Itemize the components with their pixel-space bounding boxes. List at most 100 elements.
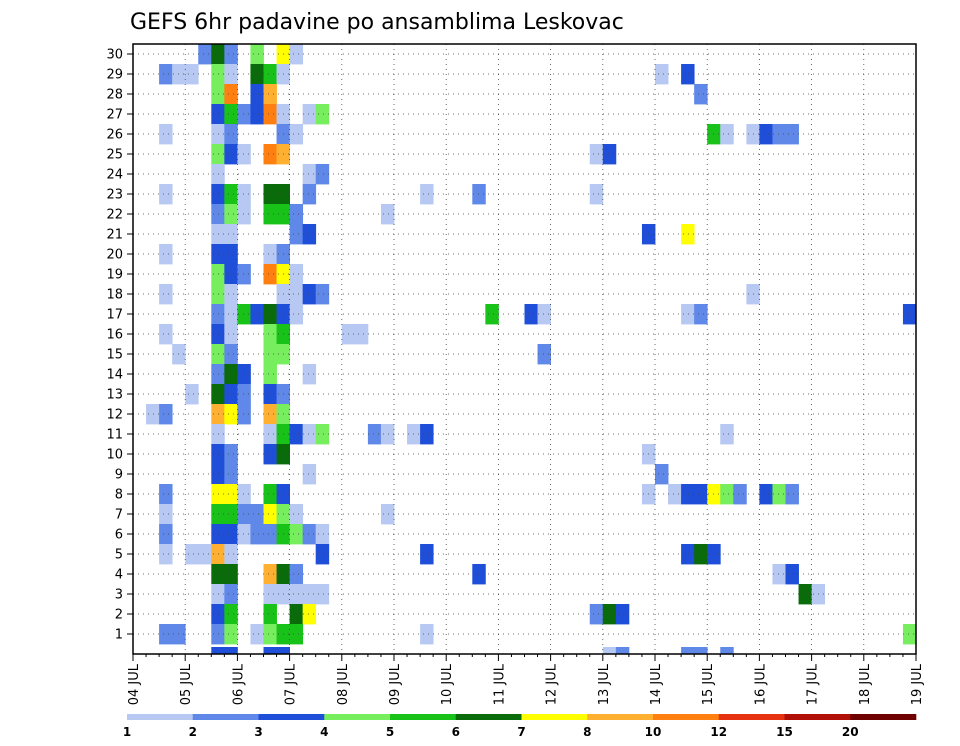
heatmap-cell: [237, 524, 251, 545]
heatmap-cell: [589, 184, 604, 205]
heatmap-cell: [263, 384, 277, 405]
heatmap-cell: [224, 64, 238, 85]
colorbar-label: 12: [710, 725, 727, 739]
heatmap-cell: [224, 84, 238, 105]
colorbar-label: 1: [123, 725, 131, 739]
y-tick-label: 4: [115, 568, 123, 583]
heatmap-cell: [315, 104, 330, 125]
colorbar-label: 10: [645, 725, 662, 739]
colorbar-segment: [521, 714, 588, 720]
y-tick-label: 14: [106, 368, 123, 383]
heatmap-cell: [902, 304, 917, 325]
heatmap-cell: [315, 424, 330, 445]
heatmap-cell: [733, 484, 747, 505]
x-tick-label: 12 JUL: [545, 663, 560, 705]
y-tick-label: 9: [115, 468, 123, 483]
heatmap-cell: [198, 44, 212, 65]
heatmap-cell: [159, 624, 173, 645]
heatmap-cell: [694, 544, 708, 565]
heatmap-cell: [772, 564, 786, 585]
heatmap-cell: [380, 504, 395, 525]
heatmap-cell: [146, 404, 160, 425]
heatmap-cell: [302, 224, 317, 245]
colorbar-label: 2: [189, 725, 197, 739]
heatmap-cell: [315, 584, 330, 605]
y-tick-label: 19: [106, 268, 123, 283]
heatmap-cell: [224, 464, 238, 485]
y-tick-label: 18: [106, 288, 123, 303]
heatmap-cell: [472, 184, 486, 205]
heatmap-cell: [224, 44, 238, 65]
y-tick-label: 12: [106, 408, 123, 423]
heatmap-cell: [224, 404, 238, 425]
colorbar-segment: [455, 714, 522, 720]
colorbar: 1 2 3 4 5 6 7 8 10 12 15 20: [123, 714, 917, 739]
heatmap-cell: [289, 604, 304, 625]
heatmap-cell: [185, 544, 199, 565]
heatmap-cell: [263, 324, 277, 345]
heatmap-cell: [237, 104, 251, 125]
colorbar-segment: [258, 714, 325, 720]
heatmap-cell: [772, 484, 786, 505]
heatmap-cell: [315, 284, 330, 305]
heatmap-cell: [263, 647, 277, 655]
heatmap-cell: [694, 647, 708, 655]
heatmap-cell: [224, 204, 238, 225]
heatmap-cell: [759, 484, 773, 505]
heatmap-cell: [289, 44, 304, 65]
heatmap-cell: [263, 244, 277, 265]
heatmap-cell: [655, 464, 669, 485]
heatmap-cell: [589, 604, 604, 625]
colorbar-segment: [127, 714, 194, 720]
heatmap-cell: [602, 604, 617, 625]
heatmap-cell: [185, 64, 199, 85]
heatmap-cell: [263, 564, 277, 585]
heatmap-cell: [302, 464, 317, 485]
y-tick-label: 15: [106, 348, 123, 363]
heatmap-cell: [472, 564, 486, 585]
heatmap-cell: [289, 524, 304, 545]
heatmap-cell: [263, 304, 277, 325]
heatmap-cell: [315, 544, 330, 565]
x-tick-label: 18 JUL: [858, 663, 873, 705]
heatmap-cell: [420, 424, 434, 445]
heatmap-cell: [224, 124, 238, 145]
x-tick-label: 11 JUL: [492, 663, 507, 705]
heatmap-cell: [224, 544, 238, 565]
heatmap-cell: [237, 184, 251, 205]
heatmap-cell: [211, 647, 225, 655]
heatmap-cell: [694, 84, 708, 105]
heatmap-cell: [224, 624, 238, 645]
heatmap-cell: [289, 224, 304, 245]
heatmap-cell: [224, 224, 238, 245]
heatmap-cell: [302, 584, 317, 605]
heatmap-cell: [224, 384, 238, 405]
heatmap-cell: [224, 104, 238, 125]
heatmap-cell: [681, 544, 695, 565]
x-tick-label: 10 JUL: [440, 663, 455, 705]
heatmap-cell: [263, 364, 277, 385]
heatmap-cell: [250, 504, 264, 525]
heatmap-cell: [263, 184, 277, 205]
y-tick-label: 13: [106, 388, 123, 403]
heatmap-cell: [694, 484, 708, 505]
y-tick-label: 27: [106, 108, 123, 123]
heatmap-cell: [681, 484, 695, 505]
heatmap-cell: [720, 484, 734, 505]
heatmap-cell: [772, 124, 786, 145]
heatmap-cell: [224, 584, 238, 605]
heatmap-cell: [263, 504, 277, 525]
heatmap-cell: [224, 504, 238, 525]
colorbar-label: 15: [776, 725, 793, 739]
heatmap-cell: [289, 584, 304, 605]
heatmap-cell: [302, 424, 317, 445]
heatmap-cell: [602, 647, 617, 655]
x-tick-label: 05 JUL: [179, 663, 194, 705]
heatmap-cell: [485, 304, 499, 325]
y-tick-label: 22: [106, 208, 123, 223]
heatmap-cell: [237, 504, 251, 525]
heatmap-cell: [289, 304, 304, 325]
heatmap-cell: [159, 404, 173, 425]
heatmap-cell: [263, 444, 277, 465]
heatmap-cell: [224, 284, 238, 305]
